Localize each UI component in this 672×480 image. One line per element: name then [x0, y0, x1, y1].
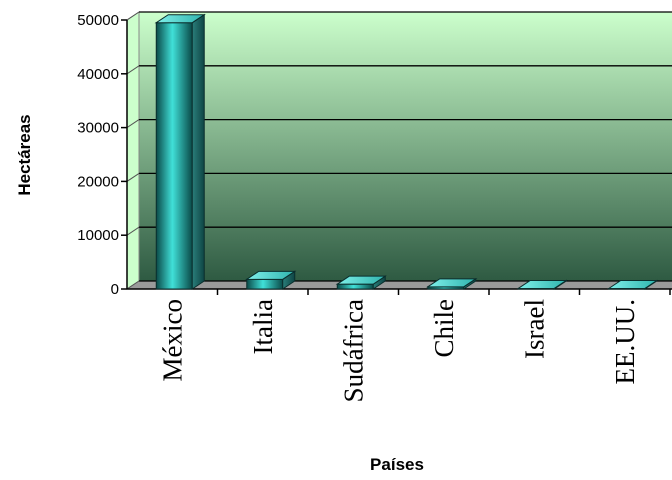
gridline-diagonal — [126, 65, 140, 75]
gridline-diagonal — [126, 226, 140, 236]
x-tick-label: EE.UU. — [610, 299, 640, 384]
bar-top — [426, 278, 478, 288]
bar-side — [191, 13, 205, 290]
bars — [154, 13, 659, 290]
y-tick-label: 40000 — [77, 66, 119, 83]
gridlines — [126, 11, 672, 290]
y-tick-labels: 0 10000 20000 30000 40000 50000 — [77, 12, 119, 298]
bar-front — [246, 278, 284, 290]
bar — [607, 279, 659, 290]
y-tick-label: 20000 — [77, 173, 119, 190]
bar-top — [335, 275, 387, 285]
x-tick-label: Sudáfrica — [338, 299, 368, 402]
x-tick-label: México — [157, 299, 187, 381]
y-axis-title: Hectáreas — [15, 114, 34, 195]
bar — [335, 275, 387, 290]
bar-front — [336, 283, 374, 290]
x-tick-label: Israel — [519, 299, 549, 359]
gridline-diagonal — [126, 119, 140, 129]
gridline-diagonal — [126, 172, 140, 182]
x-tick-label: Chile — [429, 299, 459, 358]
y-tick-label: 30000 — [77, 120, 119, 137]
y-tick-label: 10000 — [77, 227, 119, 244]
y-tick-label: 50000 — [77, 12, 119, 29]
bar-top — [245, 270, 297, 280]
bar — [516, 279, 568, 290]
bar-top — [154, 14, 206, 24]
bar — [245, 270, 297, 290]
bar — [154, 13, 206, 290]
plot-area — [126, 11, 672, 290]
axes — [121, 19, 672, 295]
gridline-diagonal — [126, 11, 140, 21]
floor — [127, 281, 672, 289]
bar-front — [155, 22, 193, 290]
gridline-diagonal — [126, 280, 140, 290]
y-tick-label: 0 — [111, 281, 119, 298]
bar-top — [607, 280, 659, 289]
side-wall — [126, 11, 140, 290]
bar-top — [516, 279, 568, 289]
x-tick-labels: México Italia Sudáfrica Chile Israel EE.UU. — [157, 299, 640, 402]
x-axis-title: Países — [370, 455, 424, 474]
bar — [426, 277, 478, 290]
x-tick-label: Italia — [248, 299, 278, 354]
back-wall — [139, 12, 672, 281]
